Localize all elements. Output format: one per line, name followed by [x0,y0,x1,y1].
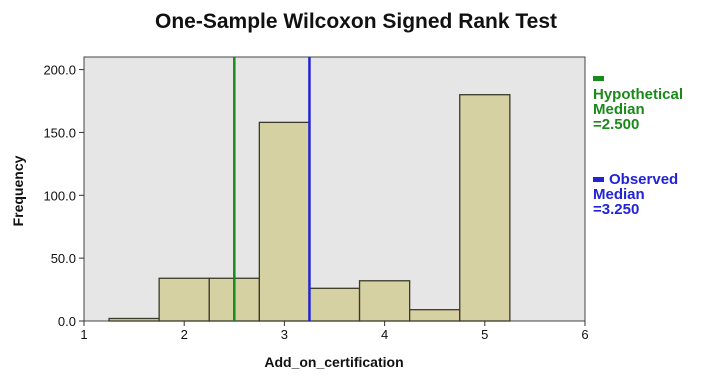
y-tick-label-1: 50.0 [51,251,76,266]
x-tick-label-4: 5 [481,327,488,342]
x-tick-label-1: 2 [181,327,188,342]
histogram-bar-5 [358,280,411,322]
x-tick-label-3: 4 [381,327,388,342]
histogram-bar-0 [108,317,160,322]
legend-hypothetical-median: Hypothetical Median =2.500 [593,76,683,132]
histogram-bar-4 [308,287,361,322]
y-tick-label-0: 0.0 [58,314,76,329]
legend-observed-median: Observed Median =3.250 [593,172,678,217]
x-axis-label: Add_on_certification [264,354,403,370]
y-axis-label: Frequency [10,155,26,226]
legend-hypothetical-swatch [593,76,604,81]
x-tick-label-0: 1 [80,327,87,342]
y-tick-label-3: 150.0 [43,125,76,140]
histogram-bar-6 [408,309,461,322]
legend-observed-swatch [593,177,604,182]
histogram-bar-1 [158,277,210,322]
histogram-bar-3 [258,121,311,322]
y-tick-label-2: 100.0 [43,188,76,203]
x-tick-label-5: 6 [581,327,588,342]
y-tick-label-4: 200.0 [43,63,76,78]
chart-title: One-Sample Wilcoxon Signed Rank Test [155,10,557,33]
x-tick-label-2: 3 [281,327,288,342]
legend-observed-label: Observed Median =3.250 [593,171,679,218]
legend-hypothetical-label: Hypothetical Median =2.500 [593,86,684,133]
histogram-bar-7 [459,94,511,322]
